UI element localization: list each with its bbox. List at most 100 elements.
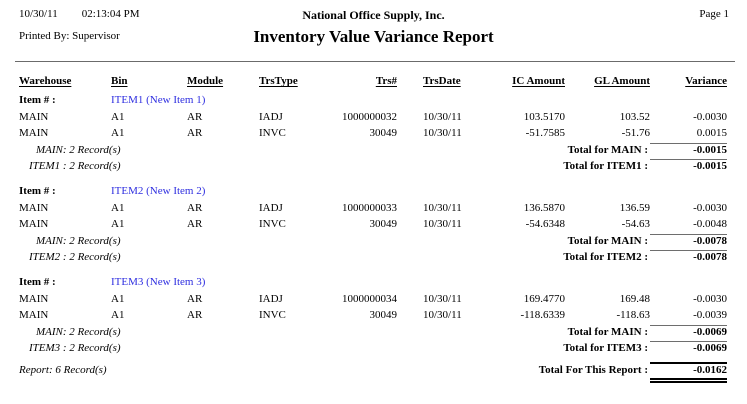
item-header-row: Item # : ITEM1 (New Item 1) bbox=[19, 94, 727, 111]
item-number-label: Item # : bbox=[19, 276, 56, 288]
cell-bin: A1 bbox=[111, 293, 125, 305]
table-row: MAIN A1 AR INVC 30049 10/30/11 -51.7585 … bbox=[19, 127, 727, 143]
cell-variance: -0.0039 bbox=[693, 309, 727, 321]
cell-bin: A1 bbox=[111, 127, 125, 139]
cell-module: AR bbox=[187, 202, 203, 214]
cell-module: AR bbox=[187, 309, 203, 321]
item-total-row: ITEM2 : 2 Record(s) Total for ITEM2 : -0… bbox=[19, 250, 727, 266]
warehouse-subtotal-row: MAIN: 2 Record(s) Total for MAIN : -0.00… bbox=[19, 234, 727, 250]
cell-module: AR bbox=[187, 127, 203, 139]
column-header-bin: Bin bbox=[111, 75, 128, 87]
cell-trsdate: 10/30/11 bbox=[423, 218, 462, 230]
warehouse-total-value: -0.0069 bbox=[650, 325, 727, 338]
item-group: Item # : ITEM1 (New Item 1) MAIN A1 AR I… bbox=[19, 94, 727, 175]
cell-ic-amount: -118.6339 bbox=[520, 309, 565, 321]
warehouse-total-value: -0.0015 bbox=[650, 143, 727, 156]
cell-ic-amount: -51.7585 bbox=[525, 127, 565, 139]
cell-trsnum: 1000000032 bbox=[342, 111, 397, 123]
print-time: 02:13:04 PM bbox=[81, 8, 140, 20]
table-row: MAIN A1 AR INVC 30049 10/30/11 -54.6348 … bbox=[19, 218, 727, 234]
warehouse-record-count: MAIN: 2 Record(s) bbox=[36, 235, 121, 247]
cell-trsnum: 30049 bbox=[369, 218, 398, 230]
warehouse-subtotal-row: MAIN: 2 Record(s) Total for MAIN : -0.00… bbox=[19, 143, 727, 159]
report-record-count: Report: 6 Record(s) bbox=[19, 364, 107, 376]
item-header-row: Item # : ITEM2 (New Item 2) bbox=[19, 185, 727, 202]
item-total-row: ITEM3 : 2 Record(s) Total for ITEM3 : -0… bbox=[19, 341, 727, 357]
cell-warehouse: MAIN bbox=[19, 218, 49, 230]
column-header-module: Module bbox=[187, 75, 224, 87]
cell-trstype: IADJ bbox=[259, 111, 283, 123]
column-header-gl-amount: GL Amount bbox=[594, 75, 650, 87]
item-name: ITEM1 (New Item 1) bbox=[111, 94, 206, 106]
item-total-value: -0.0015 bbox=[650, 159, 727, 172]
item-group: Item # : ITEM2 (New Item 2) MAIN A1 AR I… bbox=[19, 185, 727, 266]
cell-gl-amount: -118.63 bbox=[616, 309, 650, 321]
cell-gl-amount: 103.52 bbox=[619, 111, 650, 123]
cell-variance: 0.0015 bbox=[696, 127, 727, 139]
table-row: MAIN A1 AR IADJ 1000000034 10/30/11 169.… bbox=[19, 293, 727, 309]
item-number-label: Item # : bbox=[19, 94, 56, 106]
table-row: MAIN A1 AR IADJ 1000000033 10/30/11 136.… bbox=[19, 202, 727, 218]
header-left-block: 10/30/11 02:13:04 PM Printed By: Supervis… bbox=[19, 8, 139, 46]
column-header-trsdate: TrsDate bbox=[423, 75, 461, 87]
warehouse-subtotal-row: MAIN: 2 Record(s) Total for MAIN : -0.00… bbox=[19, 325, 727, 341]
cell-module: AR bbox=[187, 111, 203, 123]
report-header: 10/30/11 02:13:04 PM Printed By: Supervis… bbox=[0, 0, 747, 62]
cell-warehouse: MAIN bbox=[19, 111, 49, 123]
cell-variance: -0.0030 bbox=[693, 111, 727, 123]
cell-module: AR bbox=[187, 218, 203, 230]
cell-variance: -0.0030 bbox=[693, 293, 727, 305]
table-row: MAIN A1 AR INVC 30049 10/30/11 -118.6339… bbox=[19, 309, 727, 325]
printed-by: Printed By: Supervisor bbox=[19, 30, 120, 42]
cell-warehouse: MAIN bbox=[19, 309, 49, 321]
column-header-ic-amount: IC Amount bbox=[512, 75, 565, 87]
warehouse-total-label: Total for MAIN : bbox=[567, 326, 648, 338]
cell-trstype: INVC bbox=[259, 127, 286, 139]
warehouse-record-count: MAIN: 2 Record(s) bbox=[36, 144, 121, 156]
cell-warehouse: MAIN bbox=[19, 293, 49, 305]
item-total-value: -0.0069 bbox=[650, 341, 727, 354]
item-total-label: Total for ITEM1 : bbox=[563, 160, 648, 172]
item-record-count: ITEM1 : 2 Record(s) bbox=[29, 160, 121, 172]
column-header-trsnum: Trs# bbox=[375, 75, 397, 87]
cell-trsdate: 10/30/11 bbox=[423, 202, 462, 214]
item-name: ITEM3 (New Item 3) bbox=[111, 276, 206, 288]
cell-trsdate: 10/30/11 bbox=[423, 127, 462, 139]
cell-bin: A1 bbox=[111, 218, 125, 230]
cell-module: AR bbox=[187, 293, 203, 305]
warehouse-total-label: Total for MAIN : bbox=[567, 144, 648, 156]
cell-ic-amount: -54.6348 bbox=[525, 218, 565, 230]
cell-warehouse: MAIN bbox=[19, 127, 49, 139]
item-number-label: Item # : bbox=[19, 185, 56, 197]
header-divider bbox=[15, 61, 735, 62]
cell-ic-amount: 169.4770 bbox=[523, 293, 565, 305]
item-group: Item # : ITEM3 (New Item 3) MAIN A1 AR I… bbox=[19, 276, 727, 357]
cell-trsnum: 1000000034 bbox=[342, 293, 397, 305]
item-name: ITEM2 (New Item 2) bbox=[111, 185, 206, 197]
cell-trstype: IADJ bbox=[259, 293, 283, 305]
item-record-count: ITEM3 : 2 Record(s) bbox=[29, 342, 121, 354]
item-record-count: ITEM2 : 2 Record(s) bbox=[29, 251, 121, 263]
cell-trstype: INVC bbox=[259, 218, 286, 230]
cell-trsnum: 30049 bbox=[369, 127, 398, 139]
column-header-warehouse: Warehouse bbox=[19, 75, 72, 87]
item-total-label: Total for ITEM2 : bbox=[563, 251, 648, 263]
cell-variance: -0.0048 bbox=[693, 218, 727, 230]
table-row: MAIN A1 AR IADJ 1000000032 10/30/11 103.… bbox=[19, 111, 727, 127]
cell-gl-amount: 169.48 bbox=[619, 293, 650, 305]
cell-gl-amount: -54.63 bbox=[621, 218, 650, 230]
print-date: 10/30/11 bbox=[19, 8, 58, 20]
company-name: National Office Supply, Inc. bbox=[302, 8, 445, 22]
report-total-value: -0.0162 bbox=[650, 362, 727, 383]
cell-trsnum: 30049 bbox=[369, 309, 398, 321]
report-total-label: Total For This Report : bbox=[538, 364, 648, 376]
cell-ic-amount: 103.5170 bbox=[523, 111, 565, 123]
cell-gl-amount: 136.59 bbox=[619, 202, 650, 214]
page-number: Page 1 bbox=[699, 8, 729, 20]
item-total-label: Total for ITEM3 : bbox=[563, 342, 648, 354]
cell-trsdate: 10/30/11 bbox=[423, 309, 462, 321]
cell-trstype: IADJ bbox=[259, 202, 283, 214]
cell-trsnum: 1000000033 bbox=[342, 202, 397, 214]
column-header-row: Warehouse Bin Module TrsType Trs# TrsDat… bbox=[19, 75, 727, 94]
